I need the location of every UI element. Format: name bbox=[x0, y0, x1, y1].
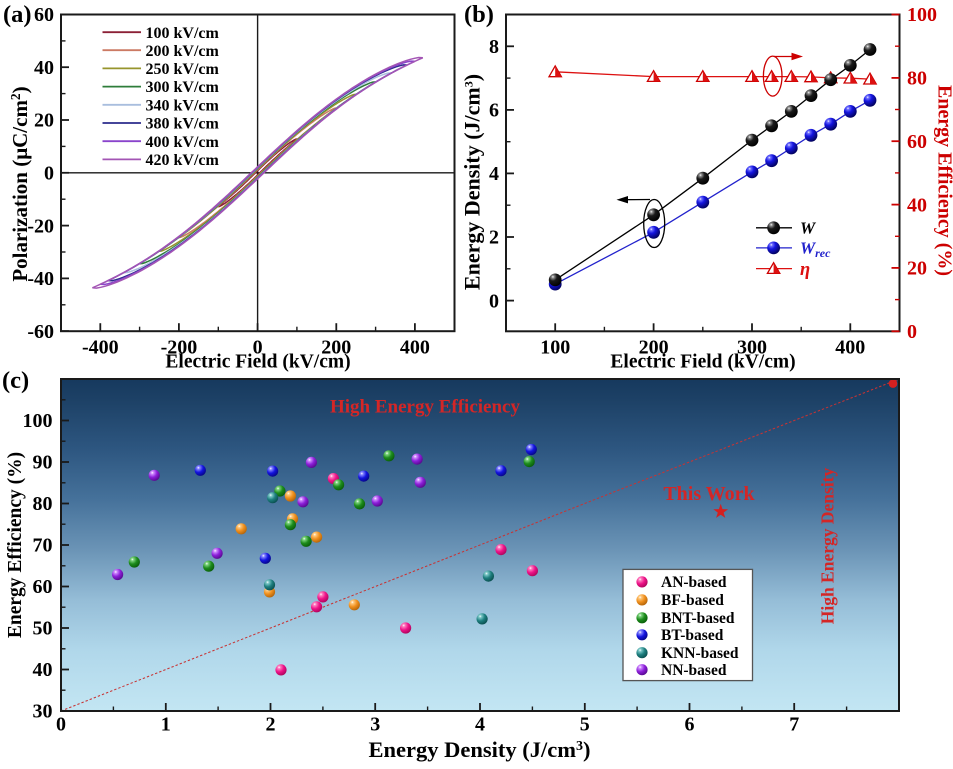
svg-text:30: 30 bbox=[33, 701, 53, 723]
svg-text:Energy Density (J/cm3): Energy Density (J/cm3) bbox=[460, 74, 485, 290]
svg-text:200 kV/cm: 200 kV/cm bbox=[146, 43, 220, 60]
svg-text:η: η bbox=[800, 260, 810, 280]
svg-text:Electric Field (kV/cm): Electric Field (kV/cm) bbox=[610, 352, 795, 373]
svg-text:90: 90 bbox=[33, 452, 53, 474]
svg-text:Electric Field (kV/cm): Electric Field (kV/cm) bbox=[165, 352, 350, 373]
svg-text:(a): (a) bbox=[3, 1, 32, 28]
svg-text:40: 40 bbox=[907, 194, 927, 216]
svg-text:400: 400 bbox=[400, 337, 430, 359]
svg-text:420 kV/cm: 420 kV/cm bbox=[146, 152, 220, 169]
svg-text:100: 100 bbox=[540, 337, 570, 359]
svg-text:80: 80 bbox=[907, 68, 927, 90]
svg-text:380 kV/cm: 380 kV/cm bbox=[146, 116, 220, 133]
svg-text:(c): (c) bbox=[2, 367, 29, 394]
svg-text:-400: -400 bbox=[82, 337, 119, 359]
svg-text:BNT-based: BNT-based bbox=[661, 610, 735, 627]
svg-text:5: 5 bbox=[580, 714, 590, 736]
svg-text:100: 100 bbox=[23, 410, 53, 432]
svg-text:KNN-based: KNN-based bbox=[661, 645, 739, 662]
svg-text:4: 4 bbox=[489, 163, 499, 185]
svg-text:6: 6 bbox=[685, 714, 695, 736]
svg-text:This Work: This Work bbox=[663, 483, 755, 505]
svg-text:AN-based: AN-based bbox=[661, 574, 727, 591]
svg-text:0: 0 bbox=[44, 163, 54, 185]
svg-text:1: 1 bbox=[161, 714, 171, 736]
svg-text:100: 100 bbox=[907, 4, 937, 26]
svg-text:4: 4 bbox=[475, 714, 485, 736]
svg-text:0: 0 bbox=[56, 714, 66, 736]
svg-text:60: 60 bbox=[34, 4, 54, 26]
svg-text:40: 40 bbox=[34, 57, 54, 79]
svg-text:2: 2 bbox=[489, 227, 499, 249]
svg-text:7: 7 bbox=[789, 714, 799, 736]
svg-text:20: 20 bbox=[34, 110, 54, 132]
svg-text:Energy Efficiency (%): Energy Efficiency (%) bbox=[5, 452, 26, 638]
svg-text:60: 60 bbox=[33, 576, 53, 598]
svg-text:3: 3 bbox=[370, 714, 380, 736]
svg-text:Energy Density (J/cm3): Energy Density (J/cm3) bbox=[369, 737, 591, 762]
svg-text:0: 0 bbox=[907, 321, 917, 343]
svg-text:BT-based: BT-based bbox=[661, 627, 724, 644]
svg-text:2: 2 bbox=[266, 714, 276, 736]
svg-text:250 kV/cm: 250 kV/cm bbox=[146, 61, 220, 78]
svg-text:300 kV/cm: 300 kV/cm bbox=[146, 79, 220, 96]
svg-text:W: W bbox=[800, 219, 817, 238]
svg-text:340 kV/cm: 340 kV/cm bbox=[146, 97, 220, 114]
svg-text:Energy Efficiency (%): Energy Efficiency (%) bbox=[934, 85, 953, 276]
svg-text:High Energy Efficiency: High Energy Efficiency bbox=[330, 397, 520, 418]
svg-text:NN-based: NN-based bbox=[661, 662, 727, 679]
svg-text:80: 80 bbox=[33, 493, 53, 515]
svg-text:Polarization (μC/cm2): Polarization (μC/cm2) bbox=[8, 86, 33, 281]
svg-text:High Energy Density: High Energy Density bbox=[818, 467, 838, 624]
svg-text:0: 0 bbox=[489, 290, 499, 312]
svg-text:60: 60 bbox=[907, 131, 927, 153]
svg-text:6: 6 bbox=[489, 100, 499, 122]
svg-text:100 kV/cm: 100 kV/cm bbox=[146, 25, 220, 42]
svg-text:BF-based: BF-based bbox=[661, 592, 724, 609]
svg-text:20: 20 bbox=[907, 258, 927, 280]
svg-text:400 kV/cm: 400 kV/cm bbox=[146, 134, 220, 151]
svg-text:70: 70 bbox=[33, 535, 53, 557]
svg-text:8: 8 bbox=[489, 36, 499, 58]
svg-text:-60: -60 bbox=[27, 321, 54, 343]
svg-text:(b): (b) bbox=[464, 1, 494, 28]
svg-text:50: 50 bbox=[33, 618, 53, 640]
svg-text:400: 400 bbox=[835, 337, 865, 359]
svg-text:40: 40 bbox=[33, 659, 53, 681]
